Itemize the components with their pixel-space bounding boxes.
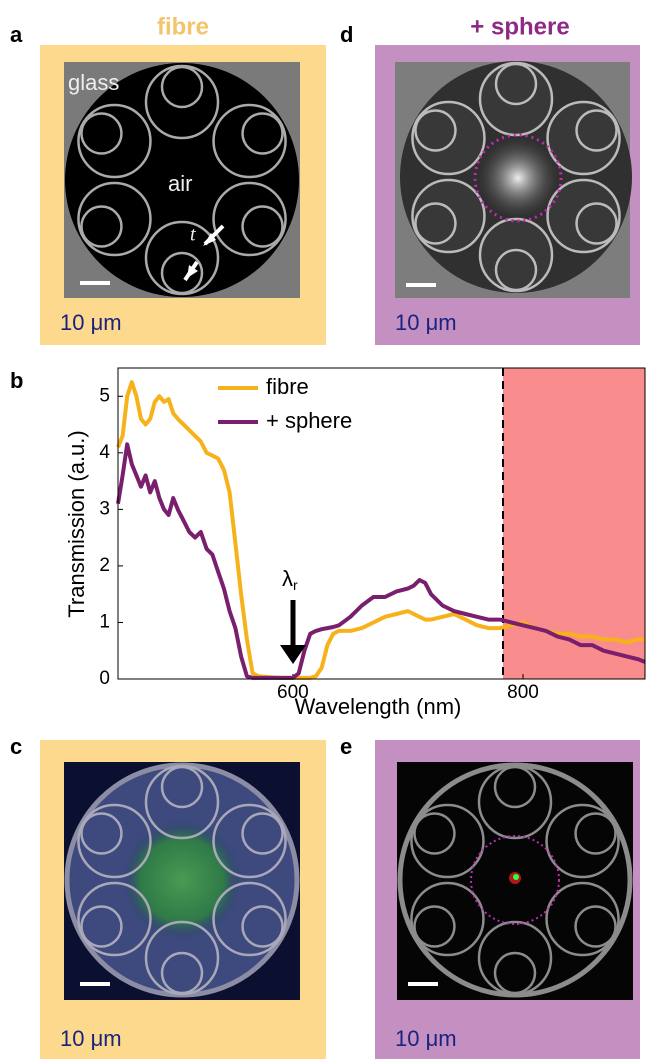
- air-label: air: [168, 171, 192, 196]
- panel-label: e: [340, 734, 352, 759]
- scale-bar: [408, 982, 438, 986]
- sphere-glow: [478, 138, 558, 218]
- panel-title: + sphere: [470, 13, 569, 40]
- panel-label: d: [340, 22, 353, 47]
- y-tick-label: 3: [99, 498, 110, 519]
- scale-label: 10 μm: [395, 1026, 457, 1051]
- scale-label: 10 μm: [60, 310, 122, 335]
- annotation-subscript: r: [293, 577, 298, 593]
- annotation: λr: [282, 566, 298, 593]
- scale-bar: [406, 283, 436, 287]
- tube: [480, 63, 552, 135]
- tube: [412, 180, 484, 252]
- scale-bar: [80, 982, 110, 986]
- scale-bar: [80, 281, 110, 285]
- legend-label: + sphere: [266, 408, 352, 433]
- glass-label: glass: [68, 70, 119, 95]
- panel-label: b: [10, 368, 23, 393]
- y-axis-label: Transmission (a.u.): [64, 430, 89, 617]
- shaded-region: [503, 368, 645, 679]
- y-tick-label: 4: [99, 442, 110, 463]
- y-tick-label: 1: [99, 611, 110, 632]
- tube: [548, 102, 620, 174]
- figure: a fibre glass air t 10 μm d + sphere 10 …: [0, 0, 648, 1059]
- annotation-text: λ: [282, 566, 293, 591]
- legend-label: fibre: [266, 374, 309, 399]
- panel-label: c: [10, 734, 22, 759]
- y-tick-label: 2: [99, 555, 110, 576]
- sphere-spot: [513, 874, 519, 880]
- tube: [412, 102, 484, 174]
- y-tick-label: 5: [99, 385, 110, 406]
- x-axis-label: Wavelength (nm): [295, 694, 462, 719]
- t-label: t: [190, 224, 196, 246]
- scale-label: 10 μm: [60, 1026, 122, 1051]
- scale-label: 10 μm: [395, 310, 457, 335]
- panel-title: fibre: [157, 13, 209, 40]
- panel-label: a: [10, 22, 23, 47]
- tube: [480, 219, 552, 291]
- y-tick-label: 0: [99, 668, 110, 689]
- x-tick-label: 800: [507, 682, 539, 703]
